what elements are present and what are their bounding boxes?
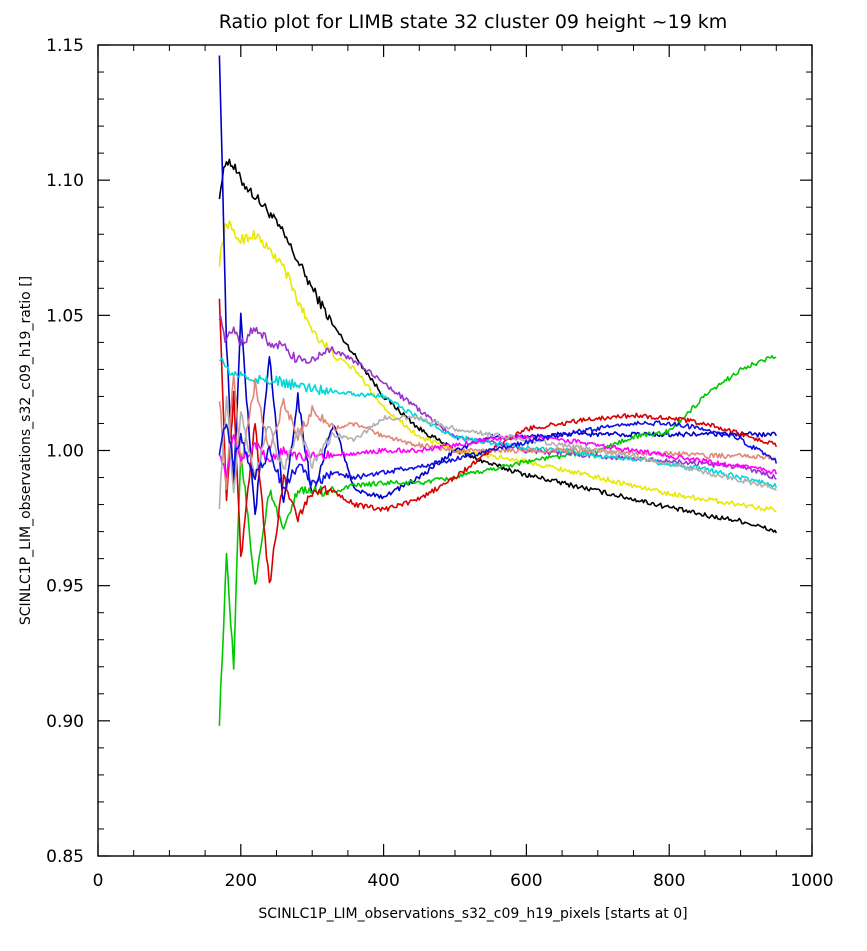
x-tick-label: 200 xyxy=(225,871,257,891)
y-tick-label: 1.05 xyxy=(46,306,84,326)
series-layer xyxy=(218,55,778,726)
y-tick-label: 1.10 xyxy=(46,171,84,191)
series-line xyxy=(218,315,777,480)
chart-title: Ratio plot for LIMB state 32 cluster 09 … xyxy=(219,11,728,33)
series-line xyxy=(218,434,778,478)
x-tick-label: 800 xyxy=(653,871,685,891)
x-tick-label: 1000 xyxy=(790,871,833,891)
y-tick-label: 0.85 xyxy=(46,847,84,867)
ticks-layer: 0 200 400 600 800 1000 0.85 0.90 0.95 1.00 1.05 1.1… xyxy=(46,36,833,891)
y-tick-label: 1.15 xyxy=(46,36,84,56)
series-line xyxy=(218,395,777,510)
series-line xyxy=(218,354,777,726)
y-tick-label: 1.00 xyxy=(46,442,84,462)
series-line xyxy=(218,220,777,513)
y-axis-label: SCINLC1P_LIM_observations_s32_c09_h19_ra… xyxy=(18,276,34,625)
x-tick-label: 400 xyxy=(367,871,399,891)
series-line xyxy=(218,158,778,534)
x-tick-label: 600 xyxy=(510,871,542,891)
x-tick-label: 0 xyxy=(93,871,104,891)
y-tick-label: 0.90 xyxy=(46,712,84,732)
series-line xyxy=(218,420,778,490)
y-tick-label: 0.95 xyxy=(46,577,84,597)
x-axis-label: SCINLC1P_LIM_observations_s32_c09_h19_pi… xyxy=(258,906,687,922)
